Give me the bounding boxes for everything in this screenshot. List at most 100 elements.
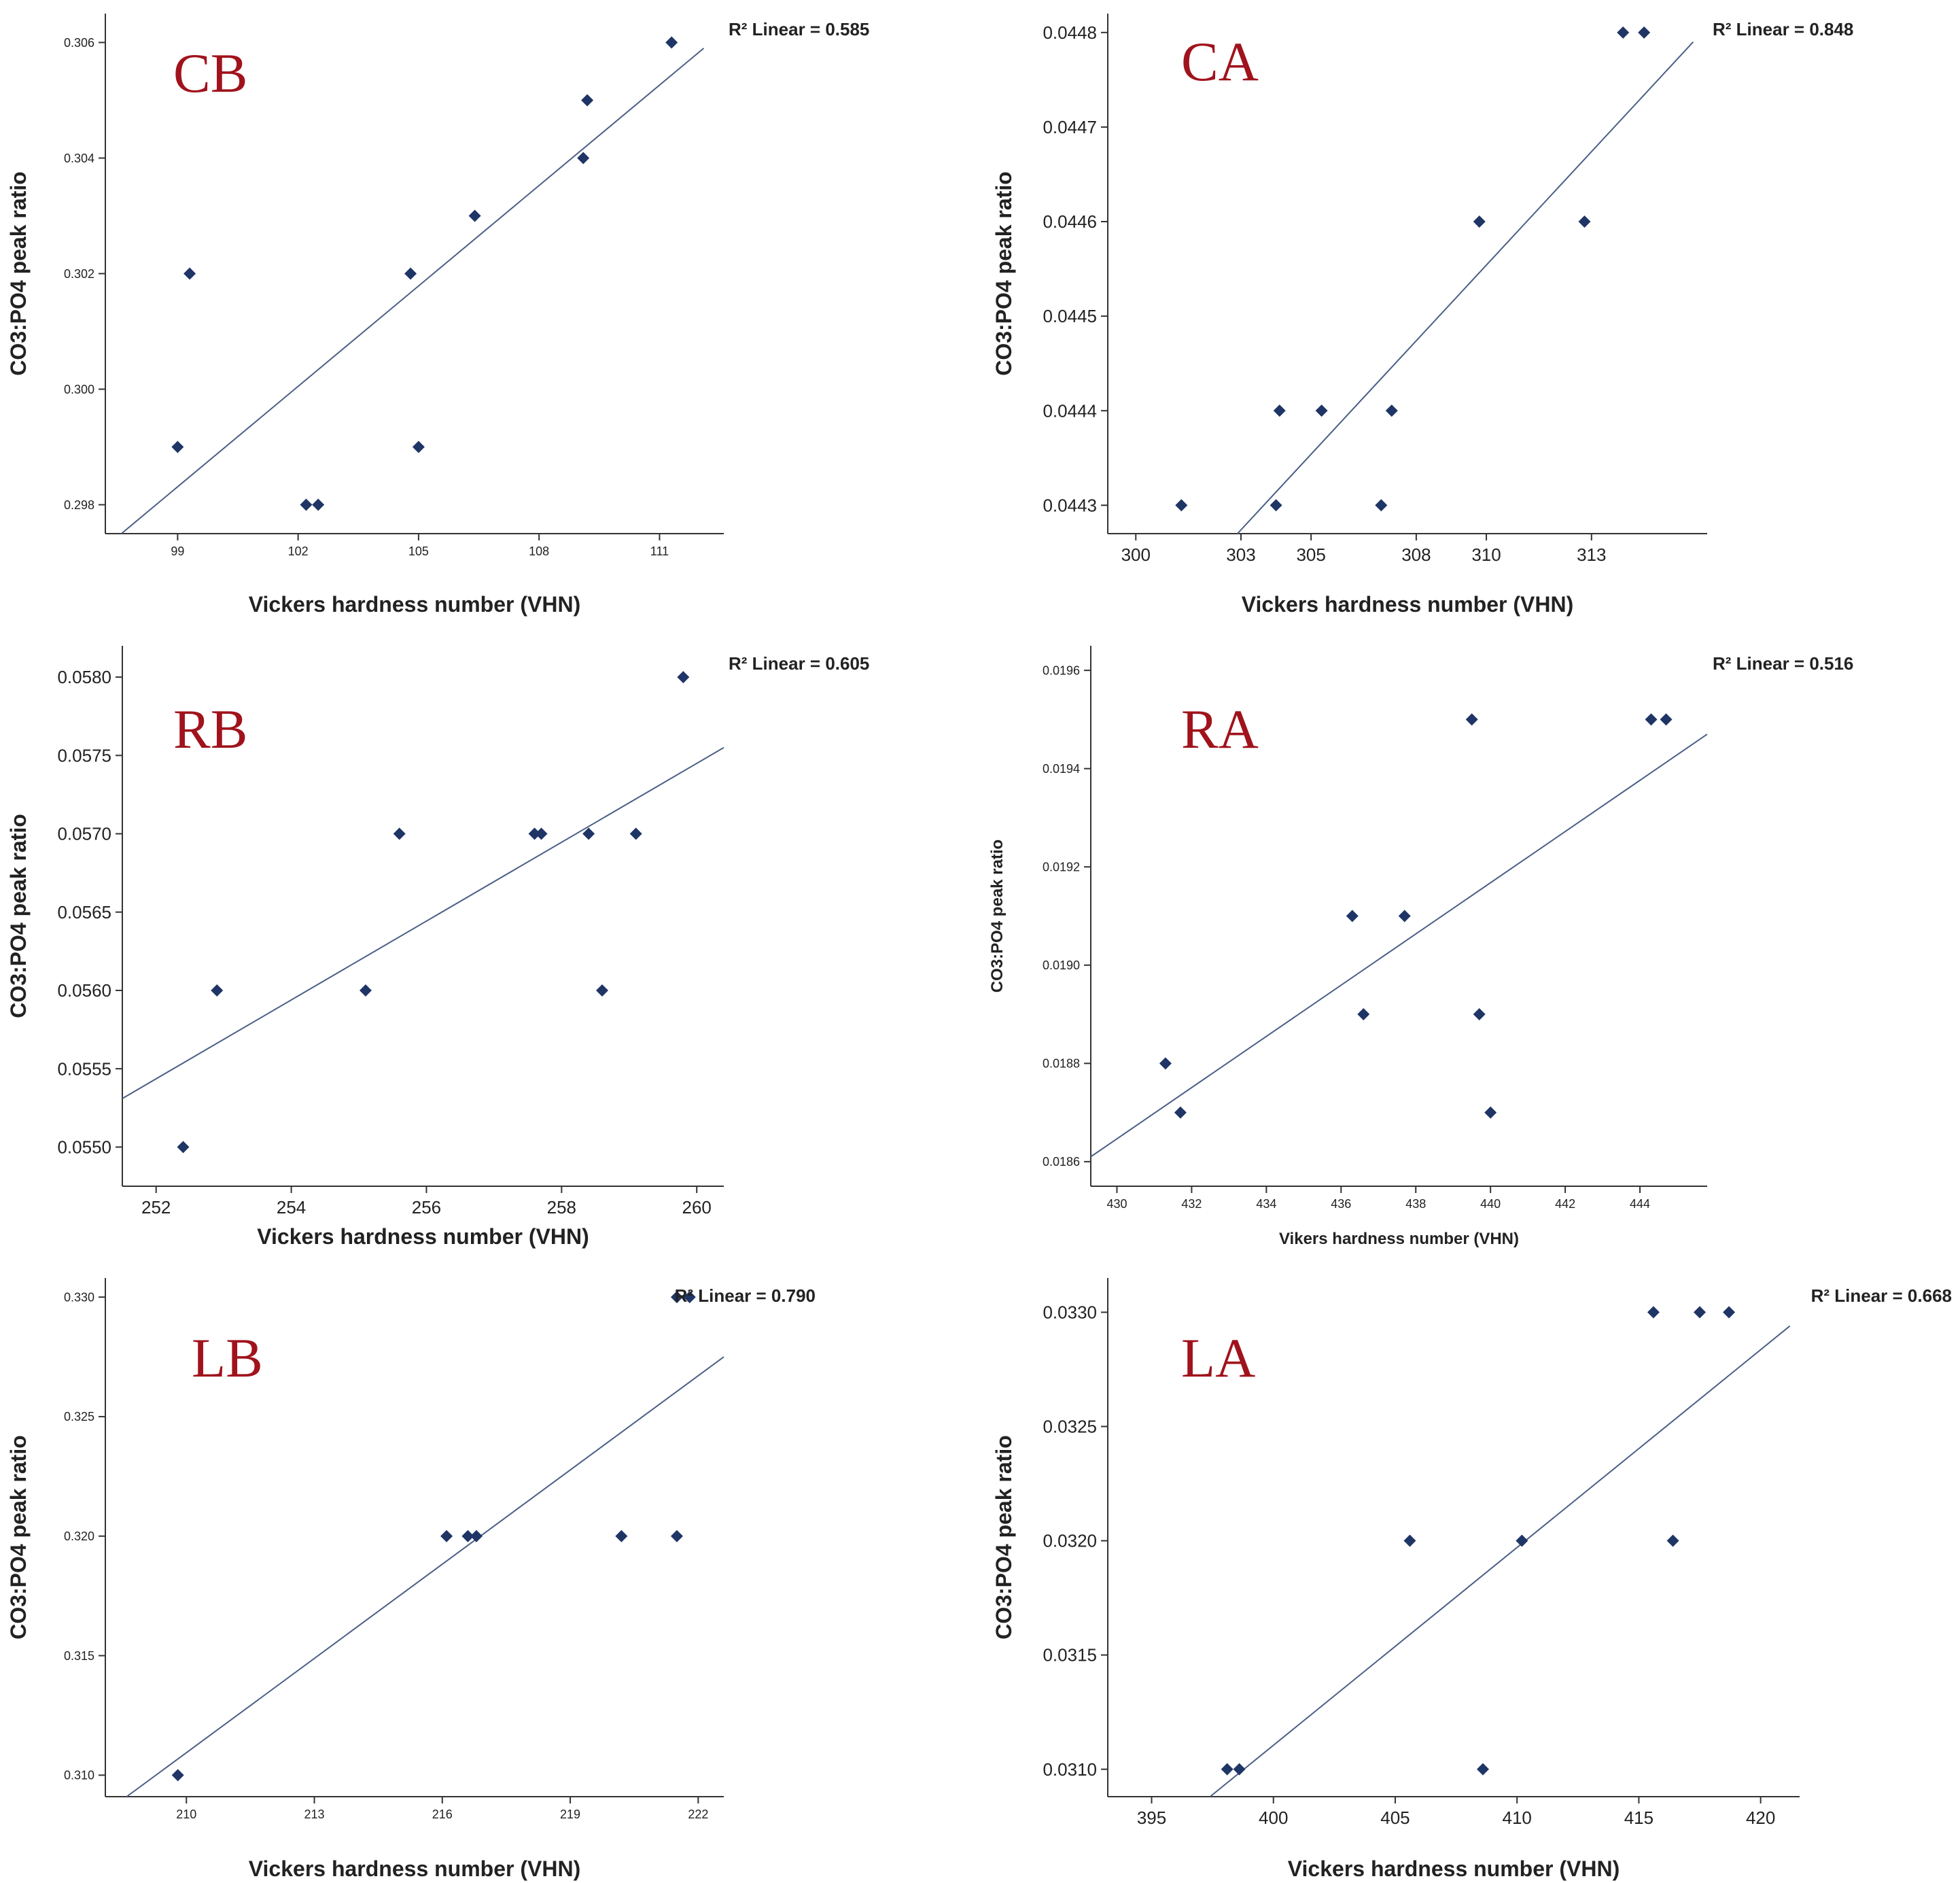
data-point <box>1473 215 1486 228</box>
x-tick-label: 415 <box>1624 1808 1653 1828</box>
chart-panel-la: 0.0310 0.0315 0.0320 0.0325 0.0330 395 400 405 4… <box>992 1278 1952 1881</box>
chart-panel-cb: 0.298 0.300 0.302 0.304 0.306 99 102 105 108 111 V… <box>6 14 869 617</box>
y-tick-label: 0.0310 <box>1043 1759 1097 1780</box>
y-tick-label: 0.0443 <box>1043 495 1097 515</box>
x-tick-label: 440 <box>1480 1197 1501 1211</box>
x-axis-title: Vickers hardness number (VHN) <box>249 1856 580 1881</box>
y-tick-label: 0.325 <box>64 1410 94 1423</box>
data-point <box>183 267 196 280</box>
data-point <box>1270 499 1282 512</box>
data-point <box>1221 1763 1233 1776</box>
x-axis-title: Vickers hardness number (VHN) <box>1288 1856 1620 1881</box>
y-tick-label: 0.0448 <box>1043 22 1097 43</box>
data-point <box>1357 1008 1370 1021</box>
data-point <box>1660 713 1673 726</box>
y-tick-label: 0.0194 <box>1043 762 1080 776</box>
chart-panel-ca: 0.0443 0.0444 0.0445 0.0446 0.0447 0.0448 300 3… <box>992 14 1853 617</box>
r-squared-annotation: R² Linear = 0.790 <box>675 1285 816 1306</box>
data-point <box>300 498 313 511</box>
y-tick-label: 0.0320 <box>1043 1531 1097 1551</box>
r-squared-annotation: R² Linear = 0.516 <box>1713 653 1853 674</box>
panel-label: RB <box>173 698 247 760</box>
y-tick-label: 0.0325 <box>1043 1417 1097 1437</box>
data-point <box>171 440 184 453</box>
x-tick-label: 444 <box>1630 1197 1650 1211</box>
x-tick-label: 436 <box>1331 1197 1351 1211</box>
x-tick-label: 260 <box>682 1197 712 1217</box>
regression-line <box>126 1356 724 1797</box>
data-point <box>468 209 481 222</box>
panel-label: LA <box>1181 1327 1255 1389</box>
x-tick-label: 222 <box>688 1808 708 1821</box>
x-tick-label: 438 <box>1405 1197 1426 1211</box>
data-point <box>1723 1306 1736 1319</box>
data-point <box>577 152 590 165</box>
panel-label: CA <box>1181 31 1259 92</box>
data-point <box>581 94 594 107</box>
data-point <box>1617 26 1630 39</box>
y-tick-label: 0.0580 <box>57 667 111 687</box>
data-point <box>171 1769 184 1782</box>
data-point <box>1694 1306 1707 1319</box>
data-point <box>1465 713 1478 726</box>
r-squared-annotation: R² Linear = 0.585 <box>729 19 869 39</box>
y-tick-label: 0.315 <box>64 1649 94 1663</box>
x-tick-label: 305 <box>1296 545 1325 565</box>
data-point <box>1398 910 1411 922</box>
y-tick-label: 0.298 <box>64 498 94 512</box>
data-point <box>683 1291 696 1304</box>
y-tick-label: 0.0186 <box>1043 1155 1080 1169</box>
x-tick-label: 258 <box>547 1197 576 1217</box>
y-tick-label: 0.0447 <box>1043 117 1097 137</box>
data-point <box>1273 404 1286 417</box>
y-tick-label: 0.0330 <box>1043 1302 1097 1323</box>
data-point <box>393 827 406 840</box>
panel-label: RA <box>1181 698 1259 760</box>
y-tick-label: 0.0444 <box>1043 400 1097 421</box>
data-point <box>615 1530 628 1542</box>
y-tick-label: 0.302 <box>64 267 94 281</box>
chart-panel-lb: 0.310 0.315 0.320 0.325 0.330 210 213 216 219 222… <box>6 1278 816 1881</box>
data-point <box>665 36 678 49</box>
data-point <box>1638 26 1651 39</box>
regression-line <box>1237 41 1694 534</box>
x-tick-label: 432 <box>1181 1197 1202 1211</box>
data-point <box>1315 404 1328 417</box>
x-tick-label: 300 <box>1121 545 1151 565</box>
data-point <box>629 827 642 840</box>
data-point <box>1647 1306 1660 1319</box>
x-tick-label: 434 <box>1256 1197 1276 1211</box>
data-point <box>404 267 417 280</box>
y-tick-label: 0.0315 <box>1043 1645 1097 1665</box>
data-point <box>1233 1763 1246 1776</box>
y-axis-title: CO3:PO4 peak ratio <box>6 814 31 1018</box>
y-tick-label: 0.0575 <box>57 745 111 765</box>
x-tick-label: 442 <box>1555 1197 1575 1211</box>
x-tick-label: 99 <box>171 545 184 558</box>
y-tick-label: 0.0550 <box>57 1137 111 1157</box>
data-point <box>470 1530 483 1542</box>
data-point <box>177 1141 190 1154</box>
x-tick-label: 105 <box>408 545 429 558</box>
x-axis-title: Vickers hardness number (VHN) <box>249 592 580 617</box>
x-tick-label: 310 <box>1471 545 1501 565</box>
x-tick-label: 410 <box>1503 1808 1532 1828</box>
r-squared-annotation: R² Linear = 0.668 <box>1811 1285 1952 1306</box>
data-point <box>1385 404 1398 417</box>
x-tick-label: 254 <box>277 1197 306 1217</box>
panel-label: CB <box>173 42 247 104</box>
y-axis-title: CO3:PO4 peak ratio <box>992 171 1016 376</box>
data-point <box>670 1291 683 1304</box>
chart-panel-rb: 0.0550 0.0555 0.0560 0.0565 0.0570 0.0575 0.05… <box>6 646 869 1249</box>
regression-line <box>1090 733 1708 1158</box>
data-point <box>1159 1057 1172 1070</box>
x-tick-label: 400 <box>1259 1808 1288 1828</box>
regression-line <box>122 746 724 1099</box>
x-tick-label: 213 <box>304 1808 324 1821</box>
data-point <box>312 498 325 511</box>
y-axis-title: CO3:PO4 peak ratio <box>6 1435 31 1640</box>
data-point <box>670 1530 683 1542</box>
y-tick-label: 0.0446 <box>1043 211 1097 232</box>
data-point <box>1484 1106 1497 1119</box>
